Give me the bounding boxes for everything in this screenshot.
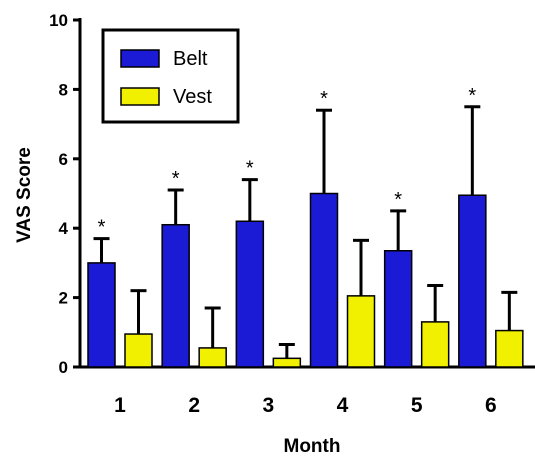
y-axis-title: VAS Score — [14, 147, 35, 243]
x-tick-label: 5 — [411, 394, 423, 417]
significance-marker: * — [172, 168, 180, 190]
x-tick-label: 4 — [337, 394, 349, 417]
bar-vest — [346, 295, 376, 368]
bar-belt — [87, 262, 116, 368]
bar-vest — [495, 329, 524, 368]
bar-belt — [383, 250, 413, 368]
legend-swatch-belt — [120, 49, 160, 68]
y-tick-label: 6 — [59, 150, 68, 169]
x-tick-label: 6 — [485, 394, 497, 417]
chart-bars: * * * * * * — [87, 85, 524, 368]
legend-box — [101, 28, 240, 124]
significance-marker: * — [468, 85, 476, 107]
bar-belt — [235, 220, 265, 368]
legend-label-vest: Vest — [173, 86, 212, 108]
x-tick-label: 2 — [188, 394, 200, 417]
significance-marker: * — [394, 189, 402, 211]
x-axis-title: Month — [284, 436, 341, 457]
x-tick-label: 3 — [262, 394, 274, 417]
bar-belt — [161, 223, 190, 368]
y-tick-label: 4 — [59, 219, 69, 238]
x-tick-label: 1 — [114, 394, 126, 417]
y-tick-label: 10 — [49, 11, 68, 30]
bar-vest — [124, 333, 153, 368]
bar-vest — [420, 321, 450, 368]
bar-belt — [458, 194, 487, 368]
significance-marker: * — [246, 158, 254, 180]
bar-vest — [272, 357, 302, 368]
significance-marker: * — [98, 217, 106, 239]
legend-swatch-vest — [120, 87, 160, 106]
y-tick-label: 2 — [59, 289, 68, 308]
bar-belt — [309, 192, 339, 368]
legend-label-belt: Belt — [173, 48, 208, 70]
bar-vest — [198, 347, 227, 368]
chart-legend: Belt Vest — [101, 28, 240, 124]
significance-marker: * — [320, 88, 328, 110]
y-tick-label: 8 — [59, 80, 68, 99]
y-tick-label: 0 — [59, 358, 68, 377]
